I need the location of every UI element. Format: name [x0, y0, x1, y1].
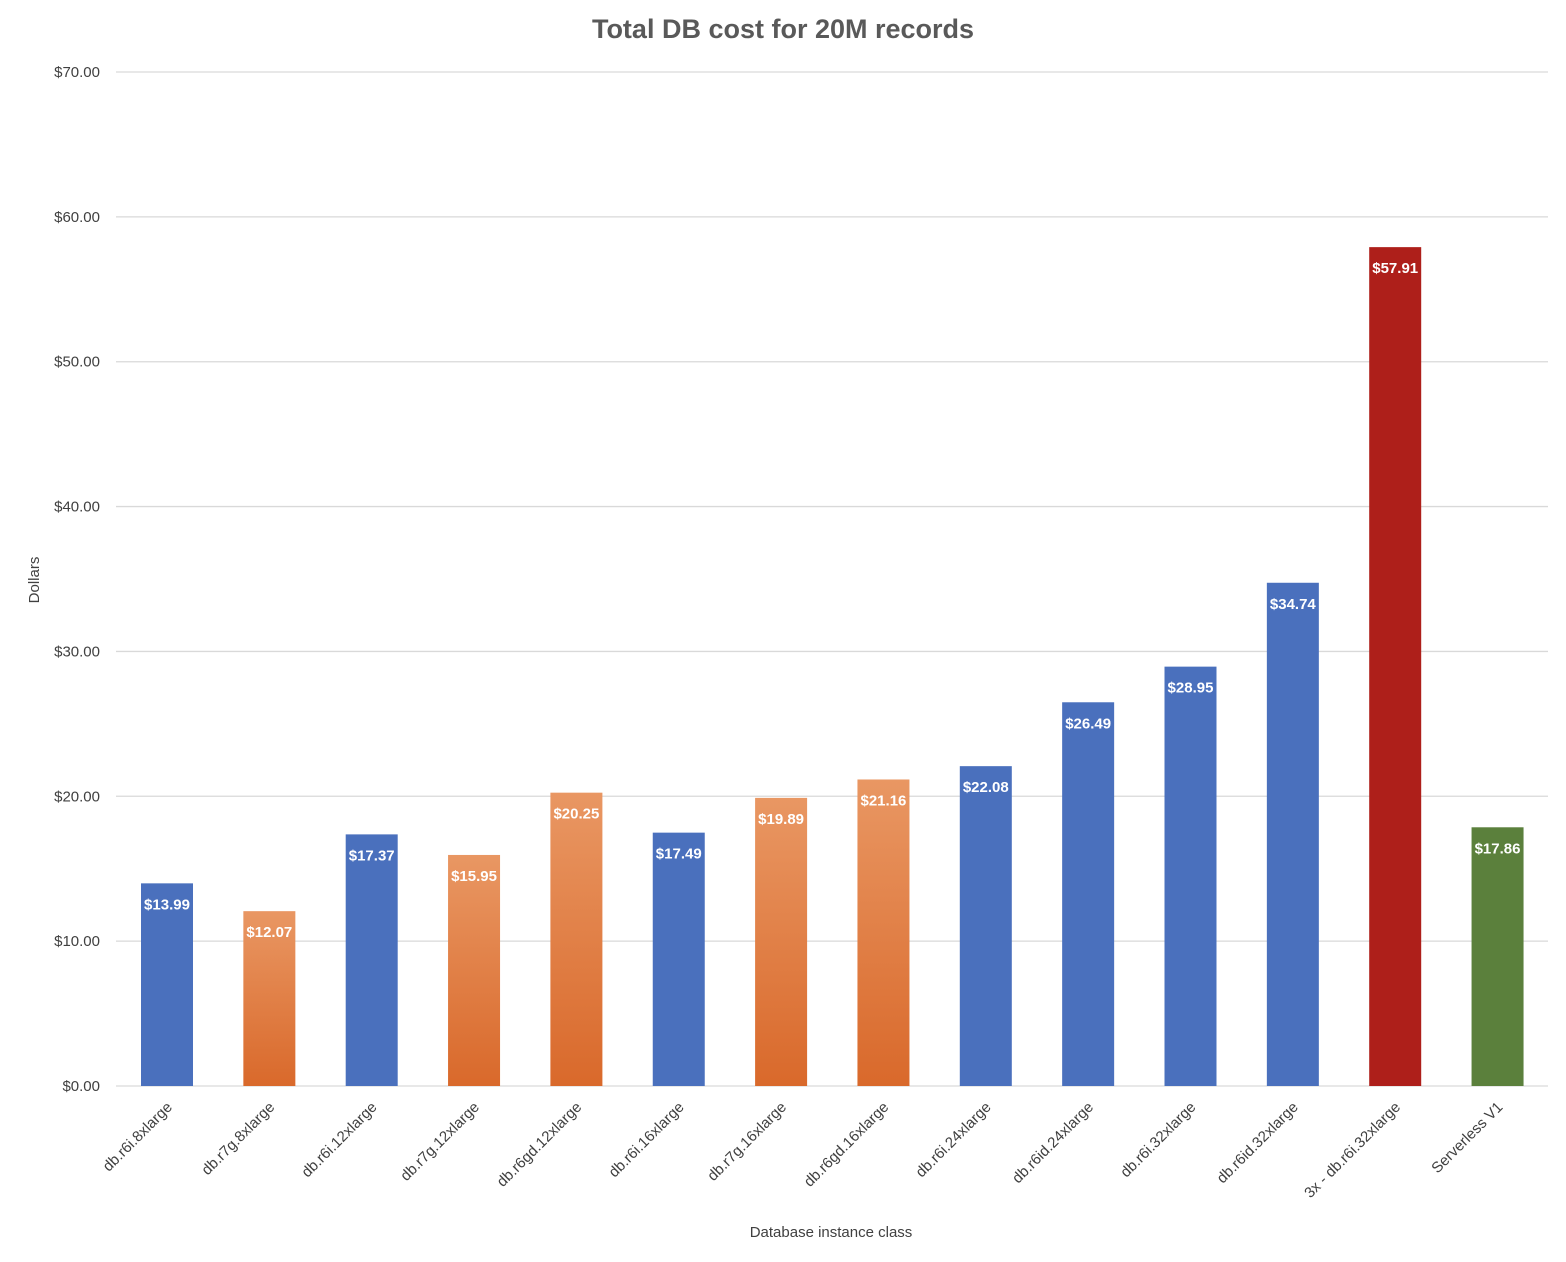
data-label: $17.37	[349, 847, 395, 864]
bar	[243, 911, 296, 1086]
bar	[550, 792, 603, 1086]
data-label: $57.91	[1372, 260, 1418, 277]
bars	[141, 247, 1524, 1087]
y-tick-label: $20.00	[54, 788, 100, 805]
data-label: $17.86	[1475, 840, 1521, 857]
data-label: $28.95	[1168, 680, 1214, 697]
data-label: $21.16	[861, 792, 907, 809]
x-tick-label: db.r6id.32xlarge	[1214, 1099, 1302, 1187]
data-label: $26.49	[1065, 715, 1111, 732]
bar	[1471, 827, 1524, 1086]
data-label: $15.95	[451, 868, 497, 885]
data-label: $19.89	[758, 811, 804, 828]
bar	[959, 766, 1012, 1086]
x-tick-label: db.r6gd.12xlarge	[494, 1099, 586, 1191]
x-tick-label: 3x - db.r6i.32xlarge	[1301, 1099, 1404, 1202]
bar	[652, 832, 705, 1086]
y-tick-label: $70.00	[54, 64, 100, 81]
data-label: $34.74	[1270, 596, 1317, 613]
x-tick-label: db.r6id.24xlarge	[1009, 1099, 1097, 1187]
x-axis-title: Database instance class	[750, 1224, 913, 1241]
bar	[1369, 247, 1422, 1087]
data-label: $17.49	[656, 846, 702, 863]
chart-title: Total DB cost for 20M records	[592, 14, 974, 44]
x-axis-ticks: db.r6i.8xlarge db.r7g.8xlarge db.r6i.12xla…	[100, 1099, 1507, 1202]
y-tick-label: $0.00	[62, 1078, 100, 1095]
x-tick-label: db.r6i.16xlarge	[605, 1099, 687, 1181]
x-tick-label: Serverless V1	[1428, 1099, 1506, 1177]
bar	[345, 834, 398, 1086]
data-label: $12.07	[246, 924, 292, 941]
y-axis-ticks: $0.00 $10.00 $20.00 $30.00 $40.00 $50.00 $60.0…	[54, 64, 100, 1095]
bar	[1164, 666, 1217, 1086]
data-labels: $13.99 $12.07 $17.37 $15.95 $20.25 $17.49 $19.…	[144, 260, 1520, 941]
x-tick-label: db.r6gd.16xlarge	[801, 1099, 893, 1191]
bar	[755, 797, 808, 1086]
y-tick-label: $10.00	[54, 933, 100, 950]
x-tick-label: db.r7g.12xlarge	[397, 1099, 483, 1185]
x-tick-label: db.r6i.8xlarge	[100, 1099, 176, 1175]
data-label: $13.99	[144, 896, 190, 913]
bar	[1062, 702, 1115, 1086]
bar	[141, 883, 193, 1086]
x-tick-label: db.r6i.32xlarge	[1117, 1099, 1199, 1181]
y-tick-label: $30.00	[54, 643, 100, 660]
bar	[1266, 582, 1319, 1086]
y-tick-label: $50.00	[54, 354, 100, 371]
gridlines	[116, 71, 1548, 1087]
x-tick-label: db.r6i.24xlarge	[912, 1099, 994, 1181]
bar	[448, 854, 501, 1086]
data-label: $20.25	[553, 806, 599, 823]
y-axis-title: Dollars	[26, 557, 43, 604]
y-tick-label: $40.00	[54, 499, 100, 516]
data-label: $22.08	[963, 779, 1009, 796]
x-tick-label: db.r7g.8xlarge	[198, 1099, 278, 1179]
x-tick-label: db.r7g.16xlarge	[704, 1099, 790, 1185]
y-tick-label: $60.00	[54, 209, 100, 226]
x-tick-label: db.r6i.12xlarge	[298, 1099, 380, 1181]
bar	[857, 779, 910, 1086]
